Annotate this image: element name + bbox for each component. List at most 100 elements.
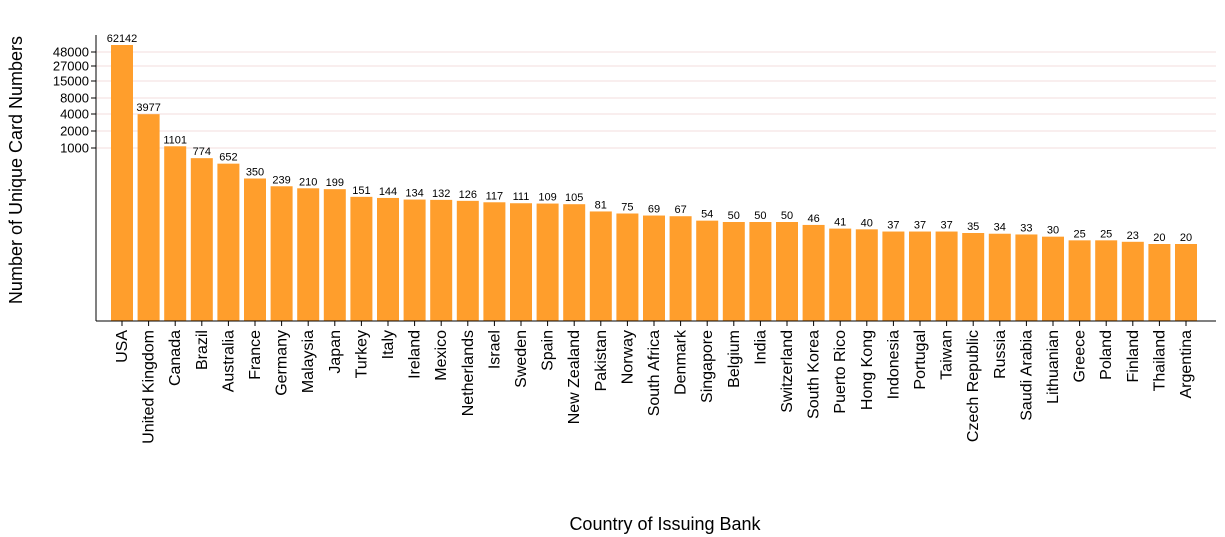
data-label: 35	[967, 221, 979, 233]
bar	[323, 189, 346, 321]
x-tick-label: Puerto Rico	[832, 330, 849, 414]
data-labels: 62142 3977 1101 774 652 350 239 210 199 151 144 134…	[107, 33, 1192, 244]
bar	[430, 199, 453, 321]
x-tick-label: Malaysia	[300, 330, 317, 393]
bar	[270, 186, 293, 321]
data-label: 50	[781, 210, 793, 222]
x-axis-title: Country of Issuing Bank	[569, 514, 761, 534]
x-tick-label: Saudi Arabia	[1018, 330, 1035, 421]
x-tick-label: Netherlands	[460, 330, 477, 416]
x-tick-label: India	[752, 330, 769, 365]
bar	[111, 45, 133, 321]
x-tick-label: Lithuanian	[1045, 330, 1062, 404]
data-label: 67	[674, 204, 686, 216]
bar	[350, 196, 373, 321]
bar	[403, 199, 426, 321]
data-label: 75	[621, 202, 633, 214]
x-tick-label: Japan	[327, 330, 344, 374]
x-tick-label: Norway	[619, 330, 636, 384]
bar	[217, 163, 240, 321]
data-label: 20	[1180, 232, 1192, 244]
bar	[1175, 244, 1197, 321]
x-tick-label: USA	[114, 330, 131, 363]
y-tick-label: 4000	[60, 107, 89, 122]
y-tick-label: 8000	[60, 91, 89, 106]
x-tick-label: Canada	[167, 330, 184, 386]
data-label: 199	[326, 177, 344, 189]
data-label: 134	[405, 188, 423, 200]
data-label: 23	[1127, 230, 1139, 242]
bar	[536, 203, 559, 321]
data-label: 41	[834, 217, 846, 229]
bar	[510, 203, 532, 321]
bar	[137, 114, 160, 322]
data-label: 109	[538, 192, 556, 204]
x-tick-label: Greece	[1072, 330, 1089, 383]
x-tick-label: Belgium	[726, 330, 743, 388]
data-label: 105	[565, 192, 583, 204]
data-label: 151	[352, 185, 370, 197]
data-label: 37	[914, 220, 926, 232]
x-tick-label: Italy	[380, 330, 397, 359]
data-label: 30	[1047, 225, 1059, 237]
bar	[696, 220, 719, 321]
x-tick-label: France	[247, 330, 264, 380]
x-tick-label: Australia	[220, 330, 237, 392]
data-label: 20	[1153, 232, 1165, 244]
bar	[1042, 236, 1064, 321]
bar	[749, 222, 772, 321]
bar	[244, 178, 266, 321]
data-label: 34	[994, 222, 1006, 234]
x-tick-label: Thailand	[1151, 330, 1168, 391]
data-label: 3977	[136, 102, 160, 114]
bar	[776, 222, 798, 321]
x-tick-label: Hong Kong	[859, 330, 876, 410]
data-label: 1101	[163, 134, 187, 146]
data-label: 25	[1073, 228, 1085, 240]
data-label: 111	[513, 191, 530, 203]
x-axis	[96, 320, 1216, 326]
bar	[563, 204, 586, 321]
data-label: 25	[1100, 228, 1112, 240]
data-label: 144	[379, 186, 397, 198]
y-tick-label: 15000	[53, 74, 89, 89]
bar	[456, 200, 479, 321]
x-tick-label: South Korea	[806, 330, 823, 419]
data-label: 50	[728, 210, 740, 222]
x-tick-label: Turkey	[353, 330, 370, 378]
y-tick-label: 48000	[53, 45, 89, 60]
x-tick-label: Russia	[992, 330, 1009, 379]
x-tick-label: Sweden	[513, 330, 530, 388]
bar	[297, 188, 320, 321]
x-tick-label: Taiwan	[939, 330, 956, 380]
bar	[1015, 234, 1038, 321]
data-label: 210	[299, 176, 317, 188]
grid-lines	[96, 51, 1216, 149]
x-tick-label: New Zealand	[566, 330, 583, 424]
x-tick-label: Brazil	[194, 330, 211, 370]
x-tick-label: Pakistan	[593, 330, 610, 391]
bar	[935, 231, 958, 321]
bar	[1121, 241, 1144, 321]
y-tick-label: 2000	[60, 124, 89, 139]
bar	[164, 146, 187, 321]
x-tick-label: South Africa	[646, 330, 663, 416]
bar	[855, 229, 878, 321]
bar	[722, 222, 745, 321]
x-tick-label: Spain	[540, 330, 557, 371]
x-tick-label: Singapore	[699, 330, 716, 403]
data-label: 40	[861, 217, 873, 229]
bar	[669, 216, 692, 321]
x-tick-label: United Kingdom	[141, 330, 158, 444]
data-label: 774	[193, 146, 211, 158]
x-tick-label: Poland	[1098, 330, 1115, 380]
data-label: 117	[486, 190, 504, 202]
data-label: 33	[1020, 222, 1032, 234]
bar	[1095, 240, 1118, 321]
bar	[909, 231, 931, 321]
x-tick-label: Mexico	[433, 330, 450, 381]
bar	[616, 213, 639, 321]
x-tick-label: Denmark	[673, 329, 690, 395]
x-tick-label: Portugal	[912, 330, 929, 390]
